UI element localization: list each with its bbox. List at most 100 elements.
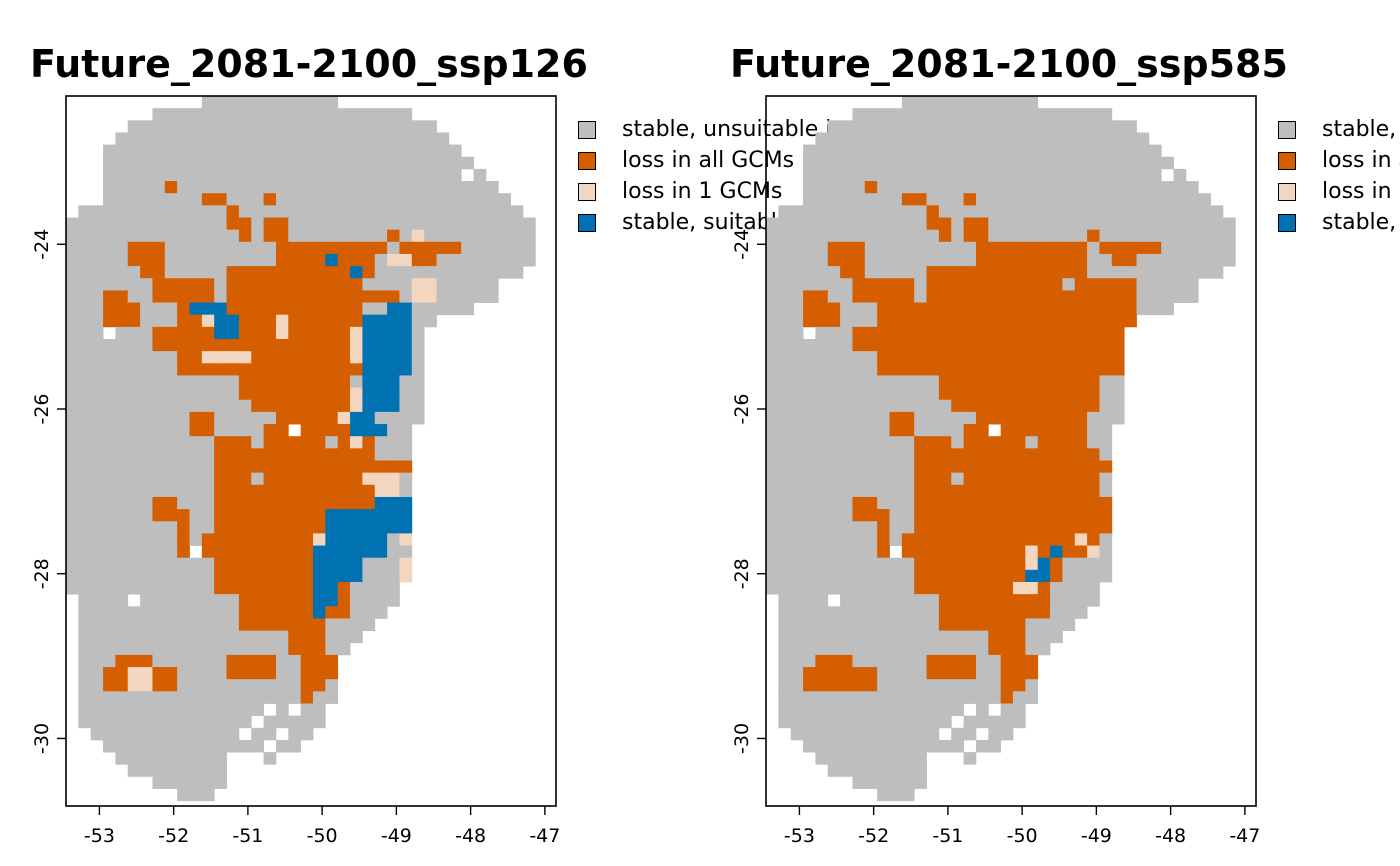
- raster-cell-stable-unsuitable: [473, 205, 487, 218]
- raster-cell-loss-all: [1087, 521, 1100, 534]
- raster-cell-stable-unsuitable: [164, 436, 178, 449]
- raster-cell-stable-unsuitable: [815, 205, 829, 218]
- raster-cell-stable-unsuitable: [790, 424, 804, 437]
- raster-cell-loss-all: [164, 509, 178, 522]
- raster-cell-stable-unsuitable: [78, 667, 92, 680]
- raster-cell-loss-all: [263, 484, 277, 498]
- raster-cell-stable-unsuitable: [1173, 278, 1187, 291]
- raster-cell-stable-unsuitable: [177, 120, 190, 133]
- raster-cell-stable-unsuitable: [399, 278, 413, 291]
- raster-cell-stable-unsuitable: [115, 253, 129, 267]
- raster-cell-stable-unsuitable: [778, 509, 792, 522]
- raster-cell-stable-unsuitable: [1000, 715, 1014, 729]
- raster-cell-stable-unsuitable: [189, 241, 203, 255]
- raster-cell-stable-unsuitable: [1124, 168, 1137, 182]
- raster-cell-stable-unsuitable: [790, 642, 804, 656]
- raster-cell-loss-all: [926, 436, 940, 449]
- raster-cell-stable-unsuitable: [840, 739, 853, 753]
- raster-cell-stable-unsuitable: [263, 715, 277, 729]
- raster-cell-stable-unsuitable: [803, 509, 816, 522]
- raster-cell-loss-all: [1037, 387, 1051, 401]
- raster-cell-stable-unsuitable: [951, 436, 964, 449]
- raster-cell-stable-unsuitable: [988, 193, 1002, 206]
- raster-cell-stable-unsuitable: [1222, 253, 1236, 267]
- raster-cell-stable-unsuitable: [975, 193, 989, 206]
- raster-cell-loss-all: [411, 241, 425, 255]
- raster-cell-loss-all: [914, 557, 927, 571]
- raster-cell-stable-unsuitable: [803, 691, 816, 704]
- raster-cell-loss-all: [889, 351, 903, 364]
- raster-cell-loss-all: [1037, 521, 1051, 534]
- raster-cell-stable-unsuitable: [914, 594, 927, 607]
- raster-cell-loss-all: [337, 241, 351, 255]
- raster-cell-stable-unsuitable: [877, 703, 890, 717]
- raster-cell-loss-all: [963, 594, 977, 607]
- raster-cell-loss-all: [1025, 253, 1039, 267]
- raster-cell-stable-unsuitable: [201, 156, 215, 170]
- raster-cell-stable-unsuitable: [214, 679, 227, 692]
- raster-cell-loss-all: [951, 290, 964, 303]
- raster-cell-stable-unsuitable: [313, 715, 326, 729]
- raster-cell-stable-unsuitable: [889, 618, 903, 631]
- raster-cell-stable-unsuitable: [127, 168, 141, 182]
- y-tick-label: -28: [31, 558, 53, 589]
- raster-cell-stable-unsuitable: [152, 314, 166, 328]
- raster-cell-stable-unsuitable: [226, 642, 240, 656]
- raster-cell-stable-unsuitable: [864, 229, 878, 243]
- raster-cell-loss-all: [164, 326, 178, 340]
- raster-cell-stable-unsuitable: [864, 460, 878, 474]
- raster-cell-stable-unsuitable: [864, 120, 878, 133]
- raster-cell-loss-all: [864, 667, 878, 680]
- raster-cell-loss-all: [963, 472, 977, 486]
- raster-cell-stable-unsuitable: [448, 278, 462, 291]
- raster-cell-loss-all: [164, 278, 178, 291]
- raster-cell-stable-unsuitable: [988, 96, 1002, 109]
- raster-cell-stable-unsuitable: [815, 509, 829, 522]
- raster-cell-stable-unsuitable: [337, 642, 351, 656]
- raster-cell-stable-unsuitable: [803, 533, 816, 546]
- raster-cell-stable-suitable: [1025, 569, 1039, 583]
- raster-cell-stable-unsuitable: [238, 108, 252, 121]
- raster-cell-stable-suitable: [362, 351, 376, 364]
- raster-cell-stable-unsuitable: [127, 424, 141, 437]
- raster-cell-stable-unsuitable: [1161, 302, 1174, 316]
- raster-cell-stable-unsuitable: [1074, 569, 1088, 583]
- raster-cell-stable-unsuitable: [840, 302, 853, 316]
- raster-cell-stable-unsuitable: [988, 120, 1002, 133]
- raster-cell-stable-unsuitable: [115, 229, 129, 243]
- raster-cell-stable-unsuitable: [1000, 217, 1014, 231]
- raster-cell-stable-unsuitable: [1099, 266, 1113, 279]
- raster-cell-stable-unsuitable: [201, 642, 215, 656]
- raster-cell-stable-unsuitable: [877, 424, 890, 437]
- raster-cell-loss-all: [1062, 266, 1076, 279]
- raster-cell-loss-1: [1025, 545, 1039, 559]
- raster-cell-stable-unsuitable: [1124, 132, 1137, 145]
- raster-cell-stable-unsuitable: [790, 266, 804, 279]
- raster-cell-stable-unsuitable: [424, 229, 437, 243]
- raster-cell-stable-unsuitable: [201, 144, 215, 158]
- raster-cell-stable-unsuitable: [461, 229, 474, 243]
- raster-cell-stable-unsuitable: [103, 703, 116, 717]
- raster-cell-stable-unsuitable: [214, 739, 227, 753]
- raster-cell-stable-unsuitable: [115, 739, 129, 753]
- raster-cell-stable-unsuitable: [275, 739, 289, 753]
- raster-cell-loss-all: [1074, 472, 1088, 486]
- raster-cell-stable-unsuitable: [436, 132, 450, 145]
- raster-cell-loss-all: [901, 424, 915, 437]
- raster-cell-loss-all: [214, 545, 227, 559]
- raster-cell-stable-unsuitable: [127, 582, 141, 595]
- raster-cell-loss-all: [975, 460, 989, 474]
- raster-cell-loss-all: [201, 339, 215, 352]
- raster-cell-stable-unsuitable: [325, 691, 339, 704]
- raster-cell-loss-all: [1000, 314, 1014, 328]
- raster-cell-stable-unsuitable: [164, 108, 178, 121]
- raster-cell-loss-all: [350, 460, 363, 474]
- raster-cell-stable-unsuitable: [90, 727, 104, 741]
- raster-cell-stable-unsuitable: [226, 241, 240, 255]
- raster-cell-loss-all: [1050, 290, 1063, 303]
- raster-cell-stable-unsuitable: [1013, 193, 1026, 206]
- raster-cell-loss-all: [963, 667, 977, 680]
- raster-cell-stable-unsuitable: [399, 448, 413, 461]
- raster-cell-stable-unsuitable: [226, 739, 240, 753]
- raster-cell-stable-unsuitable: [140, 618, 153, 631]
